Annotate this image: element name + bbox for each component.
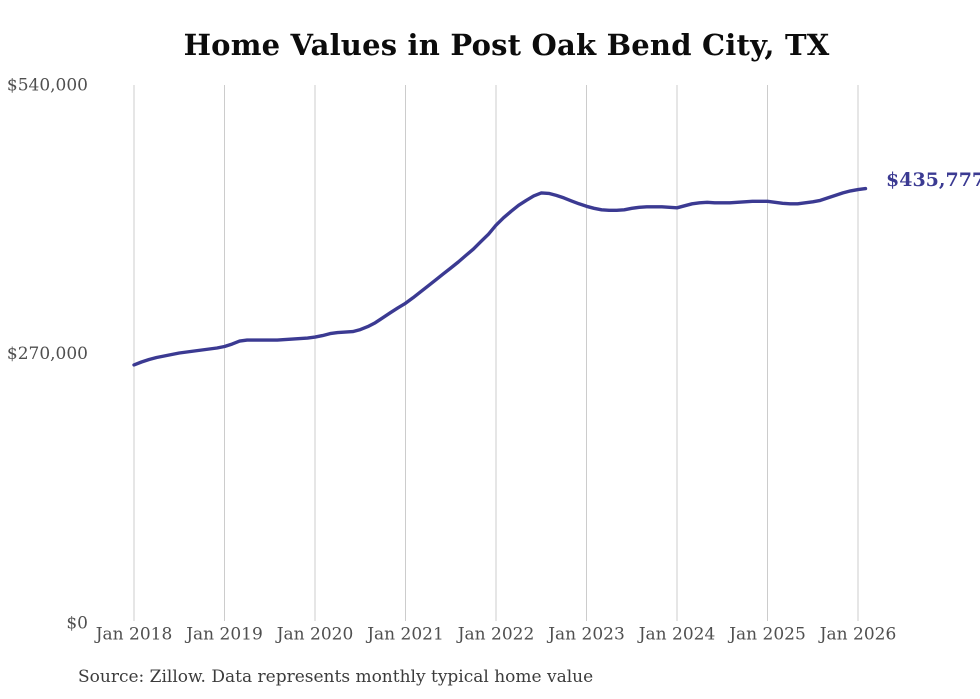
y-axis-tick-labels: $0 $270,000 $540,000 <box>7 76 88 634</box>
source-note: Source: Zillow. Data represents monthly … <box>78 667 594 687</box>
x-tick-label: Jan 2018 <box>94 625 173 645</box>
gridlines-group <box>133 85 859 621</box>
x-tick-label: Jan 2023 <box>546 625 625 645</box>
x-axis-tick-labels: Jan 2018 Jan 2019 Jan 2020 Jan 2021 Jan 2022… <box>94 625 897 645</box>
latest-value-label: $435,777 <box>886 169 980 191</box>
x-tick-label: Jan 2026 <box>818 625 897 645</box>
x-tick-label: Jan 2021 <box>365 625 444 645</box>
x-tick-label: Jan 2024 <box>637 625 716 645</box>
series-group <box>132 186 868 367</box>
x-tick-label: Jan 2025 <box>727 625 806 645</box>
chart-title: Home Values in Post Oak Bend City, TX <box>183 28 830 62</box>
y-tick-label: $270,000 <box>7 344 88 364</box>
home-value-line <box>132 186 868 367</box>
y-tick-label: $540,000 <box>7 76 88 96</box>
x-tick-label: Jan 2019 <box>184 625 263 645</box>
x-tick-label: Jan 2020 <box>275 625 354 645</box>
y-tick-label: $0 <box>66 614 88 634</box>
x-tick-label: Jan 2022 <box>456 625 535 645</box>
